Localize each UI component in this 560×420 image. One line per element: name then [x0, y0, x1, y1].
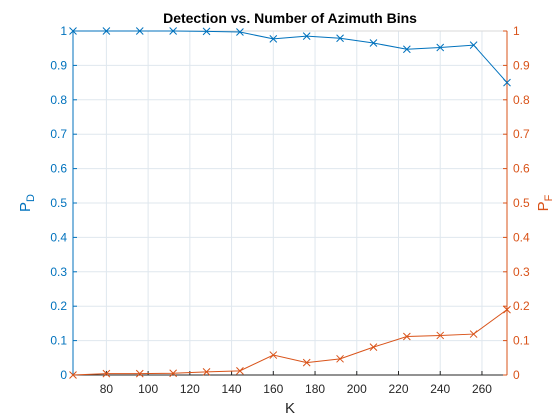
- right-axis-label: PF: [535, 194, 555, 211]
- series: [69, 27, 511, 379]
- data-point-left: [69, 27, 77, 35]
- left-axis-label-base: P: [17, 202, 34, 212]
- data-point-left: [169, 27, 178, 35]
- data-point-right: [436, 331, 445, 340]
- left-tick-label: 0: [60, 368, 67, 382]
- data-point-right: [269, 351, 278, 359]
- data-point-right: [69, 371, 77, 379]
- data-point-left: [302, 32, 311, 41]
- data-point-left: [469, 41, 478, 49]
- left-axis-label: PD: [17, 194, 37, 212]
- x-tick-label: 260: [472, 382, 492, 396]
- right-tick-label: 0.6: [513, 162, 530, 176]
- right-tick-label: 0.1: [513, 334, 530, 348]
- x-tick-label: 100: [138, 382, 158, 396]
- data-point-left: [503, 78, 511, 87]
- x-axis-label: K: [285, 400, 295, 417]
- data-point-left: [135, 27, 144, 35]
- data-point-left: [436, 43, 445, 52]
- left-tick-label: 0.3: [50, 265, 67, 279]
- ticks: 80 100 120 140 160 180 200 220 240 260 0 0.1 0.2 0.3 0…: [50, 24, 530, 396]
- data-point-left: [269, 35, 278, 43]
- x-tick-label: 140: [222, 382, 242, 396]
- right-tick-label: 0.8: [513, 93, 530, 107]
- data-point-right: [236, 367, 244, 375]
- x-tick-label: 240: [430, 382, 450, 396]
- data-point-right: [202, 368, 211, 376]
- right-tick-label: 0.2: [513, 299, 530, 313]
- x-tick-label: 200: [347, 382, 367, 396]
- left-tick-label: 0.7: [50, 127, 67, 141]
- data-point-left: [369, 39, 378, 47]
- data-point-left: [102, 27, 111, 35]
- left-axis-label-sub: D: [25, 194, 37, 202]
- data-point-right: [302, 358, 311, 367]
- x-tick-label: 180: [305, 382, 325, 396]
- left-tick-label: 0.2: [50, 299, 67, 313]
- right-axis-label-sub: F: [543, 194, 555, 201]
- right-tick-label: 0.7: [513, 127, 530, 141]
- data-point-left: [402, 45, 411, 54]
- data-point-right: [336, 354, 344, 363]
- right-tick-label: 0.9: [513, 58, 530, 72]
- data-point-left: [336, 34, 344, 43]
- right-tick-label: 0.5: [513, 196, 530, 210]
- left-tick-label: 0.8: [50, 93, 67, 107]
- left-tick-label: 1: [60, 24, 67, 38]
- x-tick-label: 160: [263, 382, 283, 396]
- left-tick-label: 0.1: [50, 334, 67, 348]
- left-tick-label: 0.5: [50, 196, 67, 210]
- chart-title: Detection vs. Number of Azimuth Bins: [163, 10, 417, 26]
- data-point-left: [202, 27, 211, 36]
- data-point-right: [102, 369, 111, 378]
- x-tick-label: 220: [388, 382, 408, 396]
- x-tick-label: 120: [180, 382, 200, 396]
- left-tick-label: 0.6: [50, 162, 67, 176]
- left-tick-label: 0.9: [50, 58, 67, 72]
- series-line-right: [72, 309, 508, 376]
- data-point-right: [369, 343, 378, 351]
- x-tick-label: 80: [100, 382, 114, 396]
- data-point-right: [402, 332, 411, 341]
- right-tick-label: 0.4: [513, 230, 530, 244]
- left-tick-label: 0.4: [50, 230, 67, 244]
- series-line-left: [73, 30, 508, 83]
- data-point-right: [469, 330, 478, 338]
- data-point-left: [236, 28, 244, 36]
- right-axis-label-base: P: [535, 201, 552, 211]
- right-tick-label: 0: [513, 368, 520, 382]
- data-point-right: [503, 305, 511, 314]
- data-point-right: [135, 369, 144, 378]
- right-tick-label: 0.3: [513, 265, 530, 279]
- right-tick-label: 1: [513, 24, 520, 38]
- data-point-right: [169, 369, 178, 378]
